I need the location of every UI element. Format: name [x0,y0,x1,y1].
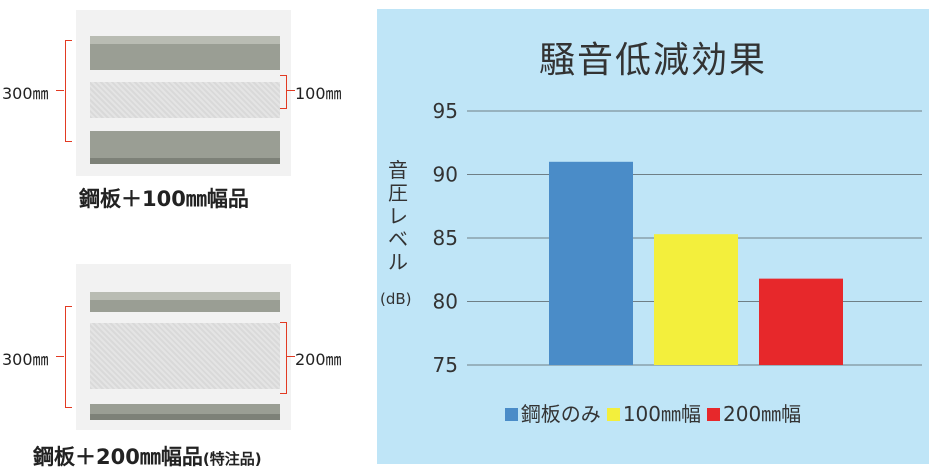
bar-3 [759,278,843,365]
noise-reduction-chart: 騒音低減効果 音圧レベル (dB) 95 90 85 80 75 鋼板のみ 100㎜幅 20… [377,9,929,464]
legend-item: 100㎜幅 [606,398,701,427]
y-axis-label: 音圧レベル [388,158,408,274]
legend-swatch [707,408,720,421]
height-bracket [65,40,72,142]
chart-title: 騒音低減効果 [538,40,767,81]
height-bracket [65,306,72,408]
legend-item: 200㎜幅 [707,398,801,427]
width-bracket [280,322,287,394]
bar-1 [549,161,633,365]
product-caption: 鋼板＋100㎜幅品 [79,187,249,211]
product-photo [76,10,291,176]
legend: 鋼板のみ 100㎜幅 200㎜幅 [377,398,929,427]
legend-label: 200㎜幅 [723,402,802,426]
legend-label: 鋼板のみ [520,402,601,426]
product-100mm: 300㎜ 100㎜ 鋼板＋100㎜幅品 [0,0,370,230]
product-photo [76,264,291,430]
panel-image [90,36,280,164]
legend-swatch [606,408,620,421]
y-tick-label: 90 [433,163,458,187]
y-tick-label: 80 [433,290,458,314]
height-label: 300㎜ [2,84,49,103]
legend-item: 鋼板のみ [504,398,601,427]
caption-note: (特注品) [202,450,262,468]
width-bracket [280,75,287,109]
legend-swatch [504,408,518,421]
width-label: 100㎜ [295,84,342,103]
width-label: 200㎜ [295,350,342,369]
height-label: 300㎜ [2,350,49,369]
panel-image [90,292,280,420]
felt-strip [90,323,280,389]
y-tick-label: 95 [433,99,458,123]
product-200mm: 300㎜ 200㎜ 鋼板＋200㎜幅品(特注品) [0,250,370,470]
y-tick-label: 75 [433,353,458,377]
product-caption: 鋼板＋200㎜幅品(特注品) [33,445,262,469]
bar-2 [654,234,738,365]
felt-strip [90,82,280,118]
y-tick-label: 85 [433,226,458,250]
plot-area: 95 90 85 80 75 [433,99,922,377]
y-axis-unit: (dB) [380,290,412,308]
legend-label: 100㎜幅 [622,402,701,426]
